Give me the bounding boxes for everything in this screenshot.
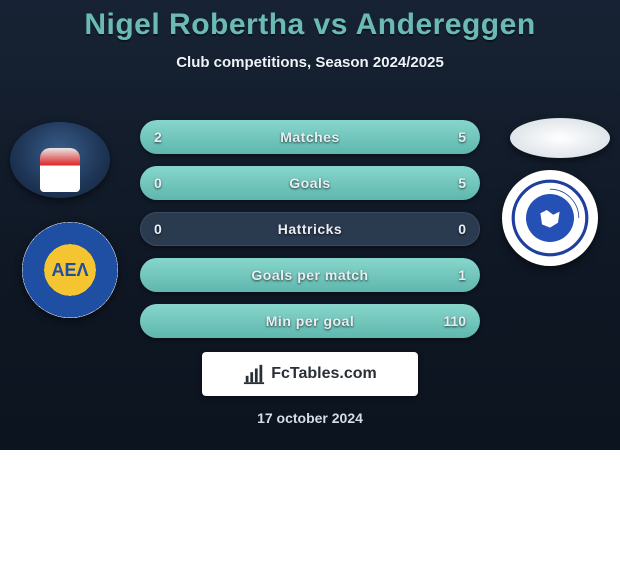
stat-label: Matches xyxy=(280,129,340,145)
stat-value-right: 0 xyxy=(458,221,466,237)
stat-value-right: 110 xyxy=(443,313,466,329)
stat-value-right: 1 xyxy=(458,267,466,283)
stat-row: 2 Matches 5 xyxy=(140,120,480,154)
stat-value-right: 5 xyxy=(458,175,466,191)
stat-rows: 2 Matches 5 0 Goals 5 0 Hattricks 0 Goals per mat… xyxy=(140,120,480,350)
brand-logo[interactable]: FcTables.com xyxy=(202,352,418,396)
team-badge-left: AEΛ xyxy=(22,222,118,318)
stat-value-right: 5 xyxy=(458,129,466,145)
comparison-card: Nigel Robertha vs Andereggen Club compet… xyxy=(0,0,620,450)
player-avatar-right xyxy=(510,118,610,158)
stat-value-left: 0 xyxy=(154,221,162,237)
stat-fill-right xyxy=(235,120,480,154)
stat-label: Goals per match xyxy=(251,267,368,283)
stat-row: 0 Goals 5 xyxy=(140,166,480,200)
blank-area xyxy=(0,450,620,580)
team-badge-right-icon xyxy=(510,178,590,258)
page-title: Nigel Robertha vs Andereggen xyxy=(0,0,620,42)
stat-row: 0 Hattricks 0 xyxy=(140,212,480,246)
team-badge-right xyxy=(502,170,598,266)
stat-value-left: 0 xyxy=(154,175,162,191)
stat-label: Min per goal xyxy=(266,313,354,329)
stat-label: Goals xyxy=(289,175,330,191)
stat-value-left: 2 xyxy=(154,129,162,145)
player-avatar-left xyxy=(10,122,110,198)
brand-name: FcTables.com xyxy=(271,365,377,383)
date-footer: 17 october 2024 xyxy=(0,410,620,426)
stat-label: Hattricks xyxy=(278,221,342,237)
stat-row: Min per goal 110 xyxy=(140,304,480,338)
stat-row: Goals per match 1 xyxy=(140,258,480,292)
team-badge-left-text: AEΛ xyxy=(51,260,88,281)
bar-chart-icon xyxy=(243,363,265,385)
subtitle: Club competitions, Season 2024/2025 xyxy=(0,54,620,71)
